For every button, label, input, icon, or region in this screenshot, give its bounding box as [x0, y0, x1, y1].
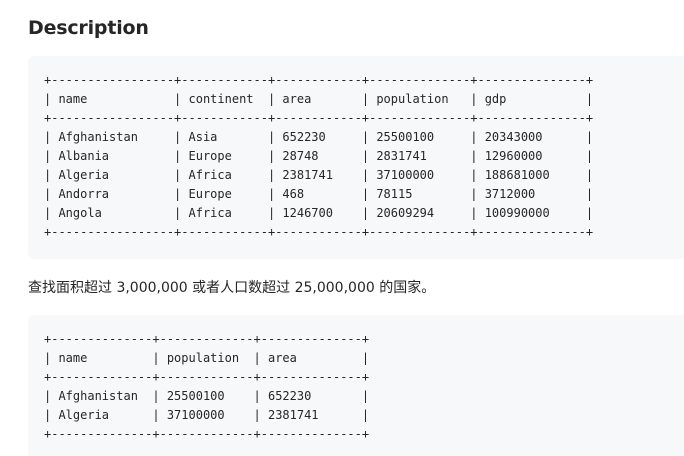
result-table-code-block: +--------------+-------------+----------…: [28, 315, 684, 456]
task-description: 查找面积超过 3,000,000 或者人口数超过 25,000,000 的国家。: [28, 280, 436, 296]
world-table-text: +-----------------+------------+--------…: [44, 73, 594, 239]
world-table-code-block: +-----------------+------------+--------…: [28, 56, 684, 259]
section-heading: Description: [28, 17, 149, 39]
result-table-text: +--------------+-------------+----------…: [44, 332, 370, 441]
